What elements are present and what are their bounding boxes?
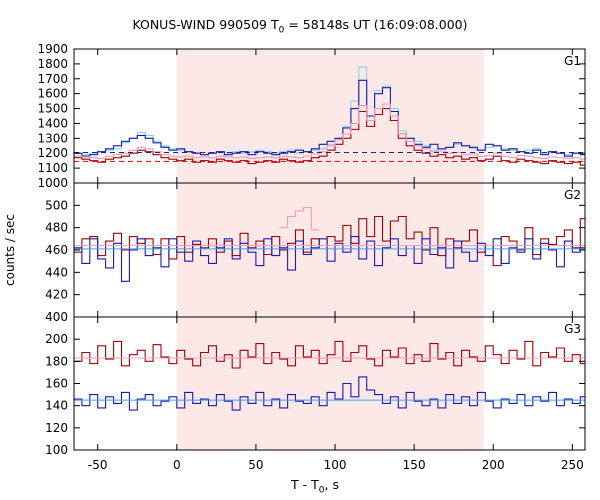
y-tick-label: 500 [45, 198, 68, 212]
chart-title: KONUS-WIND 990509 T0 = 58148s UT (16:09:… [132, 17, 468, 36]
x-tick-label: 200 [482, 458, 505, 472]
x-tick-label: 100 [324, 458, 347, 472]
y-tick-label: 480 [45, 221, 68, 235]
y-tick-label: 1400 [37, 116, 68, 130]
panel-label: G1 [564, 54, 581, 68]
series-line-blue [74, 236, 585, 282]
y-tick-label: 420 [45, 288, 68, 302]
y-tick-label: 100 [45, 443, 68, 457]
y-tick-label: 200 [45, 332, 68, 346]
x-tick-label: 50 [248, 458, 263, 472]
y-tick-label: 1800 [37, 57, 68, 71]
panel-label: G2 [564, 188, 581, 202]
x-tick-label: -50 [88, 458, 108, 472]
panel-label: G3 [564, 322, 581, 336]
shaded-interval [176, 49, 484, 183]
y-axis-label: counts / sec [3, 214, 17, 286]
x-tick-label: 0 [173, 458, 181, 472]
panel-g2: 400 420 440 460 480 500 G2 [45, 182, 586, 324]
y-tick-label: 1200 [37, 146, 68, 160]
shaded-interval [176, 317, 484, 450]
y-tick-label: 180 [45, 354, 68, 368]
y-tick-label: 440 [45, 265, 68, 279]
series-line-pink [279, 207, 320, 231]
y-tick-label: 1000 [37, 176, 68, 190]
series-line-blue [74, 376, 585, 411]
y-tick-label: 400 [45, 310, 68, 324]
x-tick-label: 150 [403, 458, 426, 472]
x-axis-label: T - T0, s [291, 477, 339, 496]
series-line-blue [74, 79, 585, 157]
y-tick-label: 1900 [37, 42, 68, 56]
y-tick-label: 1300 [37, 131, 68, 145]
series-line-red [74, 108, 585, 166]
series-line-pink [74, 103, 585, 160]
series-line-red [74, 340, 585, 369]
y-tick-label: 1100 [37, 161, 68, 175]
y-tick-label: 140 [45, 399, 68, 413]
panel-g1: 1000110012001300140015001600170018001900… [37, 42, 586, 190]
y-tick-label: 460 [45, 243, 68, 257]
y-tick-label: 1600 [37, 87, 68, 101]
shaded-interval [176, 183, 484, 317]
y-tick-label: 1700 [37, 72, 68, 86]
x-tick-label: 250 [561, 458, 584, 472]
panel-g3: 100 120 140 160 180 200 G3 [45, 316, 586, 457]
y-tick-label: 120 [45, 421, 68, 435]
y-tick-label: 160 [45, 377, 68, 391]
y-tick-label: 1500 [37, 102, 68, 116]
